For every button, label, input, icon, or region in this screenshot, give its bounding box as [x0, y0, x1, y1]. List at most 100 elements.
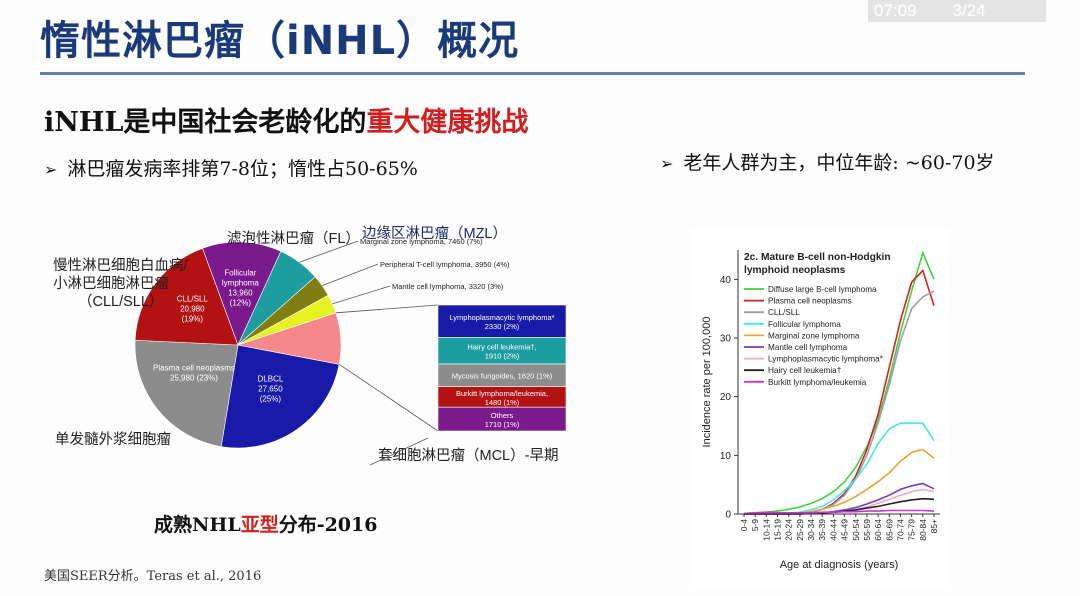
x-tick-label-35-39: 35-39: [817, 519, 827, 541]
line-chart-title-2: lymphoid neoplasms: [744, 265, 846, 276]
callout-mzl: 边缘区淋巴瘤（MZL）: [362, 225, 507, 242]
pie-label-follicular-lymphoma: Follicular: [224, 268, 256, 277]
x-tick-label-75-79: 75-79: [907, 519, 917, 541]
callout-mcl: 套细胞淋巴瘤（MCL）-早期: [378, 447, 558, 464]
x-tick-label-10-14: 10-14: [761, 519, 771, 541]
breakdown-label-mycosis-fungoides-1620-1: Mycosis fungoides, 1620 (1%): [452, 371, 553, 380]
pie-value-cll-sll: 20,980: [180, 304, 205, 313]
breakdown-value-others: 1710 (1%): [485, 420, 520, 429]
pie-percent-cll-sll: (19%): [182, 314, 204, 323]
x-tick-label-70-74: 70-74: [895, 519, 905, 541]
bullet-incidence-text: 淋巴瘤发病率排第7-8位；惰性占50-65%: [67, 158, 418, 180]
pie-slice-cll-sll: [134, 247, 239, 346]
line-svg: 0 10 20 30 40 0-4 5-9 10-14 15-19 20-24 25-29 30-34…: [701, 250, 940, 571]
caption-suffix: 分布-2016: [278, 514, 378, 536]
pie-value-dlbcl: 27,650: [258, 384, 283, 393]
pie-label-cll-sll: CLL/SLL: [177, 294, 209, 303]
source-citation: 美国SEER分析。Teras et al., 2016: [44, 569, 262, 584]
callout-cll_1: 慢性淋巴细胞白血病/: [53, 257, 188, 274]
caption-highlight: 亚型: [240, 514, 279, 536]
legend-label-plasma-cell-neoplasms: Plasma cell neoplasms: [768, 297, 852, 306]
breakdown-connector-top: [335, 304, 439, 314]
x-tick-label-45-49: 45-49: [840, 519, 850, 541]
breakdown-segment-hairy-cell-leukemia: [437, 337, 567, 365]
x-tick-label-25-29: 25-29: [795, 519, 805, 541]
x-tick-label-0-4: 0-4: [739, 519, 749, 532]
legend-label-hairy-cell-leukemia: Hairy cell leukemia†: [768, 366, 841, 375]
x-tick-label-50-54: 50-54: [851, 519, 861, 541]
subtitle-text: iNHL是中国社会老龄化的: [44, 107, 367, 138]
series-line-burkitt-lymphoma-leukemia: [743, 509, 935, 515]
breakdown-value-lymphoplasmacytic-lymphoma: 2330 (2%): [485, 322, 520, 331]
title-divider: [40, 72, 1025, 75]
legend-label-marginal-zone-lymphoma: Marginal zone lymphoma: [768, 331, 860, 340]
y-tick-label: 0: [725, 510, 731, 521]
breakdown-value-burkitt-lymphoma-leukemia: 1480 (1%): [485, 398, 520, 407]
pie-label-plasma-cell-neoplasms: Plasma cell neoplasms: [153, 364, 235, 373]
arrow-right-icon: ➢: [44, 160, 58, 179]
x-axis-title: Age at diagnosis (years): [780, 559, 899, 571]
x-tick-label-55-59: 55-59: [862, 519, 872, 541]
y-axis-title: Incidence rate per 100,000: [701, 317, 713, 448]
pie-slice-plasma-cell-neoplasms: [134, 339, 239, 447]
page-counter: 3/24: [952, 1, 986, 20]
breakdown-label-burkitt-lymphoma-leukemia: Burkitt lymphoma/leukemia,: [456, 389, 548, 398]
y-tick-label: 40: [720, 275, 732, 286]
bullet-age-text: 老年人群为主，中位年龄: ~60-70岁: [683, 152, 995, 174]
legend-label-diffuse-large-b-cell-lymphoma: Diffuse large B-cell lymphoma: [768, 285, 877, 294]
pie-leader-peripheral-t-cell-lymphoma: [322, 263, 379, 287]
breakdown-value-hairy-cell-leukemia: 1910 (2%): [485, 352, 520, 361]
y-tick-label: 10: [720, 451, 732, 462]
series-line-marginal-zone-lymphoma: [744, 448, 935, 515]
y-tick-label: 30: [720, 334, 732, 345]
x-tick-label-15-19: 15-19: [773, 519, 783, 541]
x-tick-label-20-24: 20-24: [784, 519, 794, 541]
pie-label-marginal-zone-lymphoma: Marginal zone lymphoma, 7460 (7%): [360, 237, 483, 246]
pie-caption: 成熟NHL亚型分布-2016: [154, 510, 377, 537]
x-tick-label-60-64: 60-64: [873, 519, 883, 541]
pie-label-dlbcl: DLBCL: [258, 374, 284, 383]
pie-label-peripheral-t-cell-lymphoma: Peripheral T-cell lymphoma, 3950 (4%): [380, 260, 510, 269]
caption-text: 成熟NHL: [154, 514, 241, 536]
legend-label-cll-sll: CLL/SLL: [768, 308, 800, 317]
breakdown-segment-others: [437, 406, 567, 432]
callout-fl: 滤泡性淋巴瘤（FL）: [227, 230, 360, 247]
x-tick-label-65-69: 65-69: [884, 519, 894, 541]
legend-label-mantle-cell-lymphoma: Mantle cell lymphoma: [768, 343, 848, 352]
breakdown-label-others: Others: [491, 411, 514, 420]
incidence-line-chart: 0 10 20 30 40 0-4 5-9 10-14 15-19 20-24 25-29 30-34…: [690, 228, 950, 590]
callout-cll_3: （CLL/SLL）: [78, 293, 163, 310]
y-tick-label: 20: [720, 392, 732, 403]
breakdown-label-lymphoplasmacytic-lymphoma: Lymphoplasmacytic lymphoma*: [449, 313, 554, 322]
slide-title: 惰性淋巴瘤（iNHL）概况: [40, 18, 520, 64]
x-tick-label-80-84: 80-84: [918, 519, 928, 541]
slide-subtitle: iNHL是中国社会老龄化的重大健康挑战: [44, 100, 528, 139]
x-tick-label-30-34: 30-34: [806, 519, 816, 541]
pie-leader-mantle-cell-lymphoma: [332, 285, 391, 305]
legend-label-burkitt-lymphoma-leukemia: Burkitt lymphoma/leukemia: [768, 378, 867, 387]
x-tick-label-40-44: 40-44: [828, 519, 838, 541]
bullet-incidence: ➢ 淋巴瘤发病率排第7-8位；惰性占50-65%: [44, 154, 418, 181]
pie-value-follicular-lymphoma: 13,960: [228, 288, 253, 297]
breakdown-segment-lymphoplasmacytic-lymphoma: [437, 304, 567, 338]
pie-value-plasma-cell-neoplasms: 25,980 (23%): [170, 374, 218, 383]
arrow-right-icon: ➢: [660, 154, 674, 173]
nhl-subtype-pie-chart: DLBCL 27,650 (25%) Plasma cell neoplasms 25,…: [40, 210, 600, 510]
subtitle-highlight: 重大健康挑战: [366, 107, 529, 138]
pie-leader-marginal-zone-lymphoma: [299, 240, 359, 263]
legend-label-follicular-lymphoma: Follicular lymphoma: [768, 320, 841, 329]
x-tick-label-5-9: 5-9: [750, 519, 760, 532]
line-chart-title-1: 2c. Mature B-cell non-Hodgkin: [744, 252, 891, 263]
pie-label-mantle-cell-lymphoma: Mantle cell lymphoma, 3320 (3%): [392, 282, 504, 291]
x-tick-label-85: 85+: [929, 519, 939, 533]
breakdown-connector-bottom: [338, 363, 439, 432]
series-line-plasma-cell-neoplasms: [744, 268, 935, 515]
pie-percent-dlbcl: (25%): [260, 394, 282, 403]
pie-slice-follicular-lymphoma: [202, 241, 282, 346]
callout-cll_2: 小淋巴细胞淋巴瘤: [53, 275, 169, 292]
legend-label-lymphoplasmacytic-lymphoma: Lymphoplasmacytic lymphoma*: [768, 355, 884, 364]
breakdown-label-hairy-cell-leukemia: Hairy cell leukemia†,: [467, 343, 536, 352]
pie-percent-follicular-lymphoma: (12%): [230, 298, 252, 307]
mcl-callout-leader: [369, 437, 429, 466]
